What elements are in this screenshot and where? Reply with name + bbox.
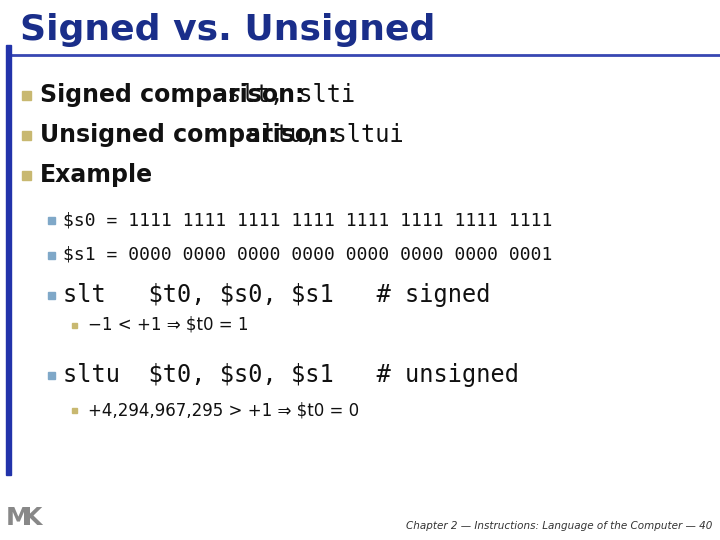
Text: Signed vs. Unsigned: Signed vs. Unsigned (20, 13, 436, 47)
Text: M: M (6, 506, 30, 530)
Bar (48, 217, 55, 224)
Text: $s0 = 1111 1111 1111 1111 1111 1111 1111 1111: $s0 = 1111 1111 1111 1111 1111 1111 1111… (63, 211, 552, 229)
Text: slt   $t0, $s0, $s1   # signed: slt $t0, $s0, $s1 # signed (63, 283, 490, 307)
Text: slt, slti: slt, slti (228, 83, 356, 107)
Bar (6, 45, 11, 475)
Bar (72, 408, 77, 413)
Bar (48, 252, 55, 259)
Bar (48, 372, 55, 379)
Bar (22, 131, 31, 139)
Text: K: K (22, 506, 42, 530)
Text: +4,294,967,295 > +1 ⇒ $t0 = 0: +4,294,967,295 > +1 ⇒ $t0 = 0 (88, 401, 359, 419)
Text: −1 < +1 ⇒ $t0 = 1: −1 < +1 ⇒ $t0 = 1 (88, 316, 248, 334)
Text: $s1 = 0000 0000 0000 0000 0000 0000 0000 0001: $s1 = 0000 0000 0000 0000 0000 0000 0000… (63, 246, 552, 264)
Text: Example: Example (40, 163, 153, 187)
Text: sltu  $t0, $s0, $s1   # unsigned: sltu $t0, $s0, $s1 # unsigned (63, 363, 519, 387)
Text: Chapter 2 — Instructions: Language of the Computer — 40: Chapter 2 — Instructions: Language of th… (405, 521, 712, 531)
Text: Unsigned comparison:: Unsigned comparison: (40, 123, 346, 147)
Bar (22, 171, 31, 179)
Text: sltu, sltui: sltu, sltui (247, 123, 404, 147)
Bar (72, 322, 77, 327)
Bar (22, 91, 31, 99)
Text: Signed comparison:: Signed comparison: (40, 83, 312, 107)
Bar (48, 292, 55, 299)
